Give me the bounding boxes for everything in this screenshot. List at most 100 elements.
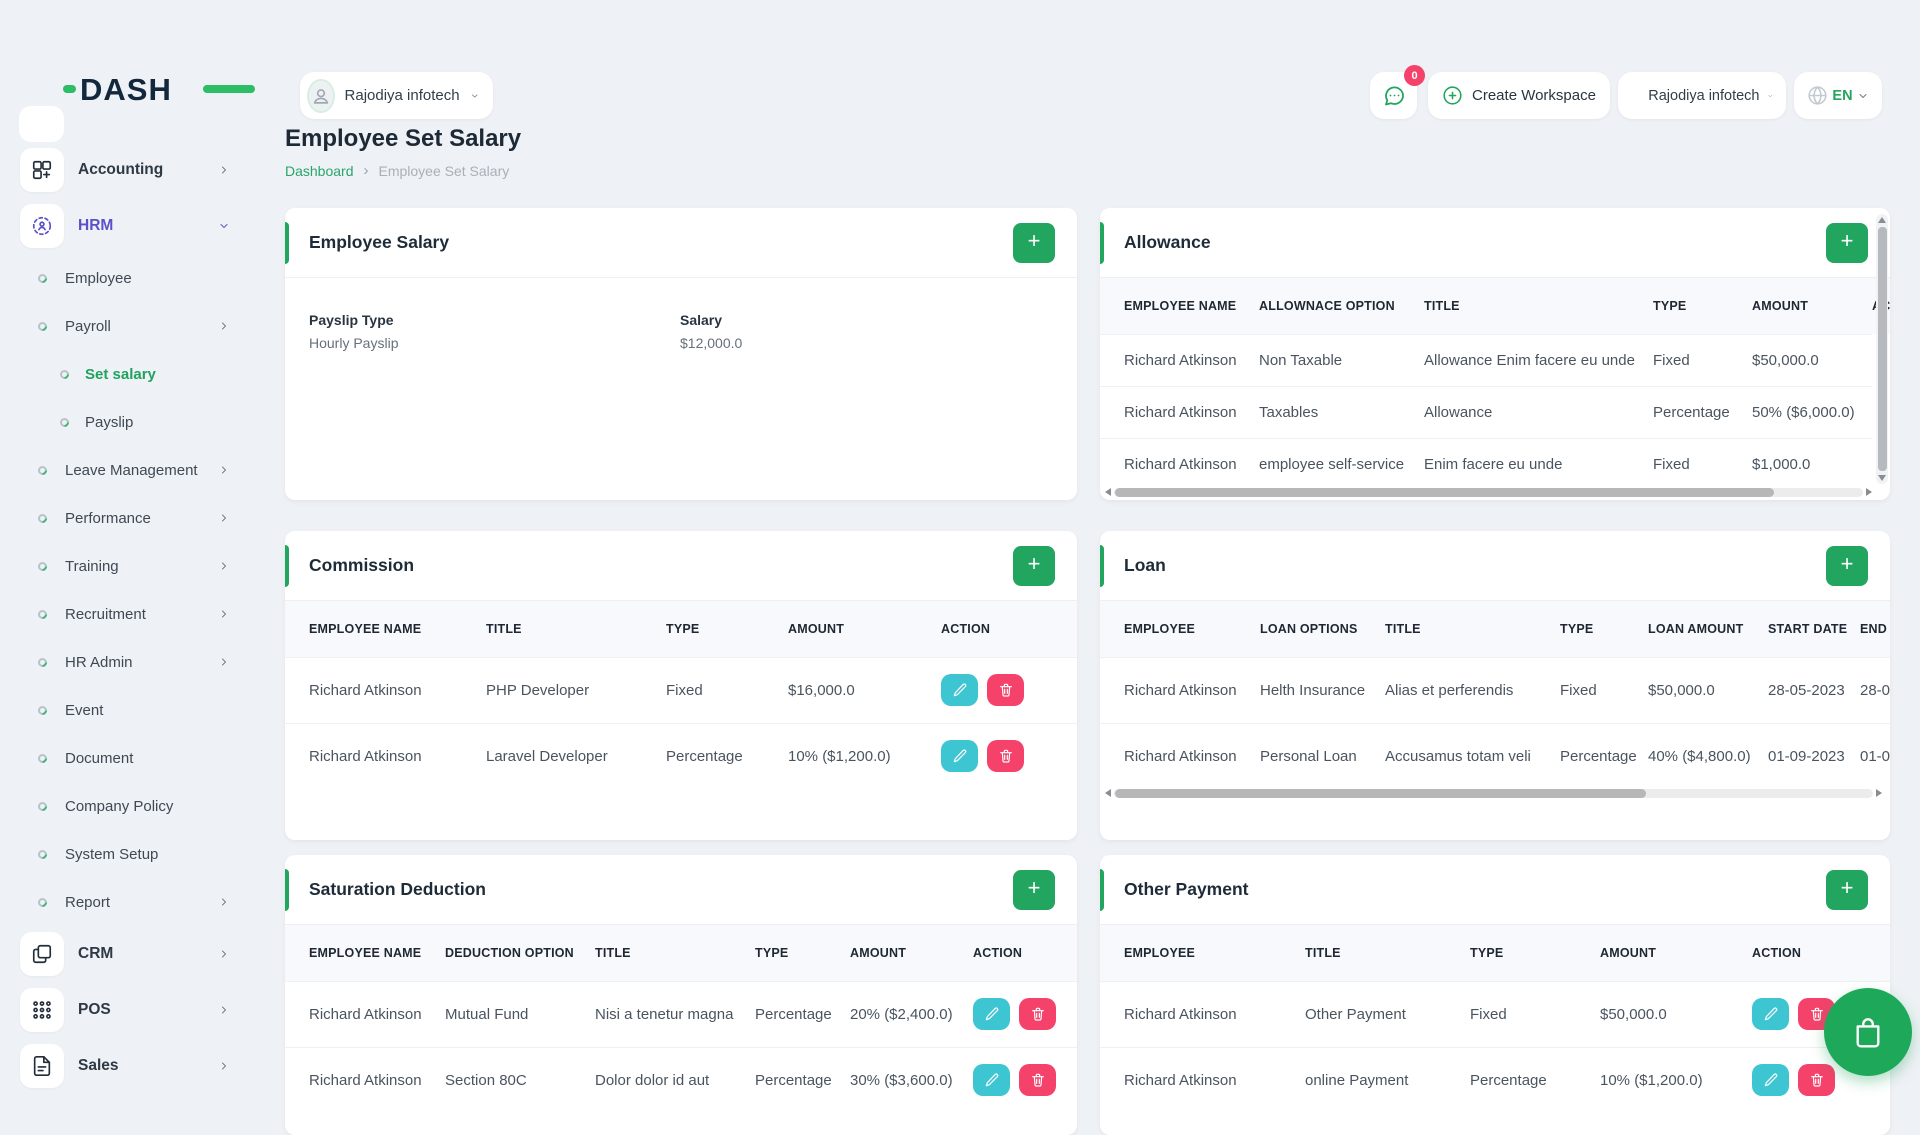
- cell: Section 80C: [445, 1046, 595, 1113]
- column-header: EMPLOYEE: [1100, 601, 1260, 657]
- add-allowance-button[interactable]: +: [1826, 222, 1868, 263]
- sidebar-items: Accounting HRM Employee Payroll Set salary Pa…: [0, 142, 265, 1094]
- grid-plus-icon: [31, 159, 53, 181]
- sidebar-item-recruitment[interactable]: Recruitment: [0, 590, 265, 638]
- delete-button[interactable]: [987, 740, 1024, 773]
- horizontal-scrollbar[interactable]: [1105, 787, 1882, 799]
- pencil-icon: [952, 748, 968, 764]
- cell: Fixed: [666, 656, 788, 723]
- edit-button[interactable]: [1752, 1064, 1789, 1097]
- edit-button[interactable]: [941, 740, 978, 773]
- edit-button[interactable]: [973, 1064, 1010, 1097]
- saturation-deduction-table: EMPLOYEE NAME DEDUCTION OPTION TITLE TYPE AM…: [285, 925, 1077, 1113]
- sidebar-item-label: Performance: [65, 509, 151, 527]
- salary-field: Salary $12,000.0: [680, 312, 742, 351]
- cell: Taxables: [1259, 385, 1424, 438]
- workspace-dropdown[interactable]: Rajodiya infotech: [1618, 72, 1786, 119]
- sidebar-item-payslip[interactable]: Payslip: [0, 398, 265, 446]
- sidebar-item-company-policy[interactable]: Company Policy: [0, 782, 265, 830]
- sidebar-item-accounting[interactable]: Accounting: [0, 142, 265, 198]
- horizontal-scroll-thumb[interactable]: [1115, 487, 1775, 497]
- chevron-right-icon: [218, 164, 230, 176]
- delete-button[interactable]: [987, 674, 1024, 706]
- sidebar-item-report[interactable]: Report: [0, 878, 265, 926]
- table-header-row: EMPLOYEE LOAN OPTIONS TITLE TYPE LOAN AMOUNT…: [1100, 601, 1890, 657]
- sidebar-item-leave-management[interactable]: Leave Management: [0, 446, 265, 494]
- cell: 20% ($2,400.0): [850, 980, 973, 1047]
- company-switcher-dropdown[interactable]: Rajodiya infotech: [300, 72, 493, 119]
- table-row: Richard Atkinson Helth Insurance Alias et …: [1100, 656, 1890, 723]
- horizontal-scrollbar[interactable]: [1105, 486, 1872, 498]
- sidebar-item-label: POS: [78, 1001, 111, 1018]
- cell: Fixed: [1470, 980, 1600, 1047]
- table-row: Richard Atkinson Mutual Fund Nisi a tenetu…: [285, 980, 1077, 1047]
- messages-button[interactable]: 0: [1370, 65, 1425, 119]
- column-header: ACTION: [941, 601, 1077, 657]
- horizontal-scroll-thumb[interactable]: [1115, 788, 1647, 798]
- scroll-down-arrow[interactable]: [1878, 475, 1886, 481]
- sidebar-item-hrm[interactable]: HRM: [0, 198, 265, 254]
- trash-icon: [998, 682, 1014, 698]
- trash-icon: [1809, 1072, 1825, 1088]
- sidebar-item-sales[interactable]: Sales: [0, 1038, 265, 1094]
- cell: Allowance Enim facere eu unde: [1424, 333, 1653, 386]
- add-employee-salary-button[interactable]: +: [1013, 222, 1055, 263]
- create-workspace-button[interactable]: Create Workspace: [1428, 72, 1610, 119]
- delete-button[interactable]: [1019, 1064, 1056, 1097]
- cart-floating-button[interactable]: [1824, 988, 1912, 1076]
- add-loan-button[interactable]: +: [1826, 545, 1868, 586]
- language-dropdown[interactable]: EN: [1794, 72, 1882, 119]
- table-row: Richard Atkinson Personal Loan Accusamus t…: [1100, 722, 1890, 789]
- add-commission-button[interactable]: +: [1013, 545, 1055, 586]
- sidebar-item-event[interactable]: Event: [0, 686, 265, 734]
- cell: 30% ($3,600.0): [850, 1046, 973, 1113]
- scroll-right-arrow[interactable]: [1876, 789, 1882, 797]
- commission-table: EMPLOYEE NAME TITLE TYPE AMOUNT ACTION Richar…: [285, 601, 1077, 789]
- card-title: Employee Salary: [309, 232, 450, 252]
- delete-button[interactable]: [1798, 1064, 1835, 1097]
- cell: Richard Atkinson: [1100, 722, 1260, 789]
- sidebar-item-system-setup[interactable]: System Setup: [0, 830, 265, 878]
- card-header: Saturation Deduction +: [285, 855, 1077, 925]
- breadcrumb-dashboard-link[interactable]: Dashboard: [285, 162, 354, 179]
- horizontal-scroll-track[interactable]: [1114, 788, 1873, 798]
- cell: Richard Atkinson: [1100, 656, 1260, 723]
- cell: Richard Atkinson: [285, 722, 486, 789]
- scroll-right-arrow[interactable]: [1866, 488, 1872, 496]
- edit-button[interactable]: [1752, 998, 1789, 1030]
- column-header: AMOUNT: [1752, 278, 1872, 334]
- add-other-payment-button[interactable]: +: [1826, 869, 1868, 910]
- actions-cell: [973, 1046, 1077, 1113]
- column-header: TITLE: [595, 925, 755, 981]
- brand-logo[interactable]: DASH: [63, 72, 255, 106]
- edit-button[interactable]: [973, 998, 1010, 1030]
- cell: online Payment: [1305, 1046, 1470, 1113]
- horizontal-scroll-track[interactable]: [1114, 487, 1863, 497]
- vertical-scroll-thumb[interactable]: [1877, 227, 1887, 471]
- sidebar-item-performance[interactable]: Performance: [0, 494, 265, 542]
- edit-button[interactable]: [941, 674, 978, 706]
- allowance-table: EMPLOYEE NAME ALLOWNACE OPTION TITLE TYPE AM…: [1100, 278, 1890, 490]
- cell: Richard Atkinson: [1100, 437, 1259, 490]
- add-saturation-deduction-button[interactable]: +: [1013, 869, 1055, 910]
- sidebar-item-document[interactable]: Document: [0, 734, 265, 782]
- card-accent: [285, 222, 289, 264]
- vertical-scrollbar[interactable]: [1876, 214, 1888, 484]
- sidebar-item-set-salary[interactable]: Set salary: [0, 350, 265, 398]
- sidebar-item-training[interactable]: Training: [0, 542, 265, 590]
- cell: Other Payment: [1305, 980, 1470, 1047]
- sidebar-item-crm[interactable]: CRM: [0, 926, 265, 982]
- delete-button[interactable]: [1019, 998, 1056, 1030]
- scroll-left-arrow[interactable]: [1105, 488, 1111, 496]
- commission-card: Commission + EMPLOYEE NAME TITLE TYPE AMOUN…: [285, 531, 1077, 840]
- cell: Richard Atkinson: [285, 980, 445, 1047]
- sidebar-item-pos[interactable]: POS: [0, 982, 265, 1038]
- sidebar-item-employee[interactable]: Employee: [0, 254, 265, 302]
- scroll-up-arrow[interactable]: [1878, 217, 1886, 223]
- sidebar-item-payroll[interactable]: Payroll: [0, 302, 265, 350]
- scroll-left-arrow[interactable]: [1105, 789, 1111, 797]
- sidebar-item-hr-admin[interactable]: HR Admin: [0, 638, 265, 686]
- chevron-down-icon: [1857, 90, 1869, 102]
- hrm-icon: [31, 215, 53, 237]
- card-accent: [1100, 222, 1104, 264]
